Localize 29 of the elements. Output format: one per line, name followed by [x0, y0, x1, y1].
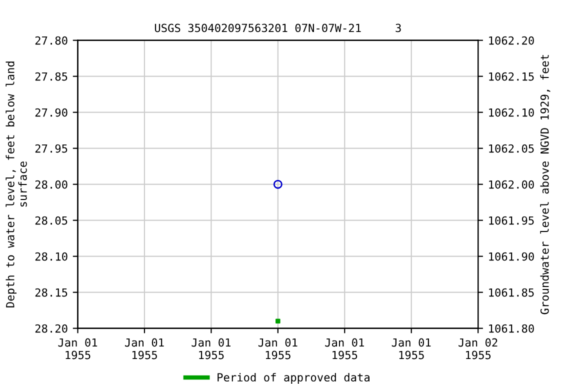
y-tick-label: 27.90 — [35, 108, 68, 117]
y-tick-label: 28.10 — [35, 252, 68, 261]
y-axis-title: Depth to water level, feet below land surface — [6, 62, 27, 308]
y-tick-label: 28.00 — [35, 180, 68, 189]
y2-tick-label: 1062.10 — [489, 108, 534, 117]
legend-label: Period of approved data — [218, 372, 370, 384]
x-tick-label: Jan 01 1955 — [125, 338, 164, 360]
y2-tick-label: 1061.90 — [489, 252, 534, 261]
y2-axis-title: Groundwater level above NGVD 1929, feet — [540, 54, 550, 314]
x-tick-label: Jan 01 1955 — [58, 338, 98, 360]
y2-tick-label: 1061.95 — [489, 216, 534, 225]
y-tick-label: 28.15 — [35, 288, 68, 297]
x-tick-label: Jan 01 1955 — [325, 338, 364, 360]
y-tick-label: 27.80 — [35, 36, 68, 45]
y-tick-label: 28.05 — [35, 216, 68, 225]
x-tick-label: Jan 01 1955 — [392, 338, 431, 360]
y-tick-label: 28.20 — [35, 324, 68, 333]
chart-title: USGS 350402097563201 07N-07W-21 3 — [154, 24, 401, 32]
x-tick-label: Jan 01 1955 — [192, 338, 231, 360]
y2-tick-label: 1061.85 — [489, 288, 534, 297]
y2-tick-label: 1062.20 — [489, 36, 534, 45]
x-tick-label: Jan 02 1955 — [458, 338, 498, 360]
y-tick-label: 27.85 — [35, 72, 68, 81]
y2-tick-label: 1061.80 — [489, 324, 534, 333]
x-tick-label: Jan 01 1955 — [258, 338, 298, 360]
y-tick-label: 27.95 — [35, 144, 68, 153]
y2-tick-label: 1062.05 — [489, 144, 534, 153]
y2-tick-label: 1062.00 — [489, 180, 534, 189]
y2-tick-label: 1062.15 — [489, 72, 534, 81]
